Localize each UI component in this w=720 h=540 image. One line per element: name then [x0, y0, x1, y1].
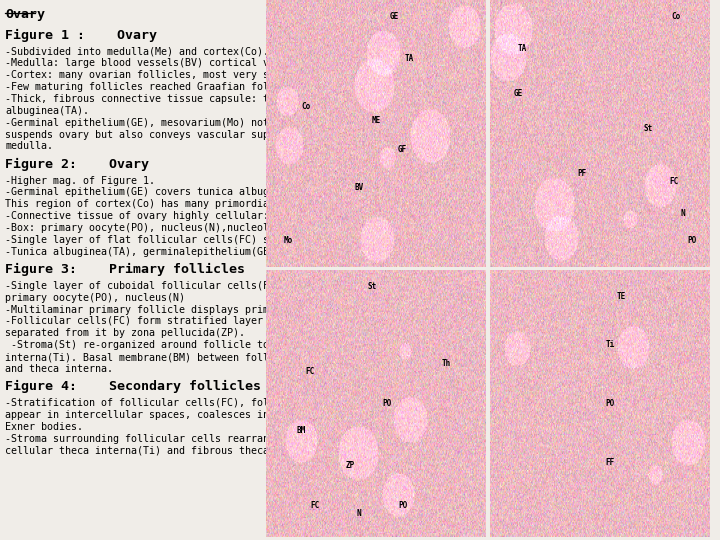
Text: -Stratification of follicular cells(FC), follicular fluid(FF): -Stratification of follicular cells(FC),… — [5, 398, 372, 408]
Text: Mo: Mo — [284, 236, 293, 245]
Text: Co: Co — [301, 103, 310, 111]
Text: PO: PO — [687, 236, 696, 245]
Text: -Few maturing follicles reached Graafian follicle(GF) stage.: -Few maturing follicles reached Graafian… — [5, 82, 365, 92]
Text: Figure 1 :    Ovary: Figure 1 : Ovary — [5, 29, 157, 42]
Text: Ovary: Ovary — [5, 8, 45, 21]
Text: TE: TE — [617, 292, 626, 301]
Text: -Germinal epithelium(GE) covers tunica albuginea(TA).: -Germinal epithelium(GE) covers tunica a… — [5, 187, 323, 198]
Text: Th: Th — [442, 359, 451, 368]
Text: -Germinal epithelium(GE), mesovarium(Mo) not only: -Germinal epithelium(GE), mesovarium(Mo)… — [5, 118, 300, 128]
Text: -Medulla: large blood vessels(BV) cortical vascular supply.: -Medulla: large blood vessels(BV) cortic… — [5, 58, 359, 69]
Text: ME: ME — [372, 116, 381, 125]
Text: Figure 4:    Secondary follicles: Figure 4: Secondary follicles — [5, 380, 261, 393]
Text: albuginea(TA).: albuginea(TA). — [5, 106, 89, 116]
Text: PO: PO — [382, 399, 392, 408]
Text: This region of cortex(Co) has many primordial follicles(PF).: This region of cortex(Co) has many primo… — [5, 199, 365, 210]
Text: PF: PF — [577, 169, 587, 178]
Text: ZP: ZP — [345, 461, 354, 470]
Text: -Tunica albuginea(TA), germinalepithelium(GE).: -Tunica albuginea(TA), germinalepitheliu… — [5, 247, 282, 257]
Text: N: N — [356, 509, 361, 518]
Text: -Follicular cells(FC) form stratified layer around oocyte,: -Follicular cells(FC) form stratified la… — [5, 316, 354, 327]
Text: medulla.: medulla. — [5, 141, 53, 152]
Text: GF: GF — [398, 145, 408, 154]
Text: -Thick, fibrous connective tissue capsule: tunica: -Thick, fibrous connective tissue capsul… — [5, 94, 300, 104]
Text: Exner bodies.: Exner bodies. — [5, 422, 84, 432]
Text: -Single layer of flat follicular cells(FC) surrounding oocyte.: -Single layer of flat follicular cells(F… — [5, 235, 377, 245]
Text: suspends ovary but also conveys vascular supply to: suspends ovary but also conveys vascular… — [5, 130, 305, 140]
Text: -Subdivided into medulla(Me) and cortex(Co).: -Subdivided into medulla(Me) and cortex(… — [5, 46, 269, 57]
Text: -Stroma surrounding follicular cells rearranged to form: -Stroma surrounding follicular cells rea… — [5, 434, 336, 444]
Text: -Cortex: many ovarian follicles, most very small (arrows).: -Cortex: many ovarian follicles, most ve… — [5, 70, 354, 80]
Text: FC: FC — [306, 367, 315, 376]
Text: GE: GE — [389, 11, 398, 21]
Text: BV: BV — [354, 183, 364, 192]
Text: GE: GE — [513, 89, 523, 98]
Text: FC: FC — [310, 501, 320, 510]
Text: TA: TA — [405, 55, 414, 63]
Text: BM: BM — [297, 426, 306, 435]
Text: -Box: primary oocyte(PO), nucleus(N),nucleolus (arrow).: -Box: primary oocyte(PO), nucleus(N),nuc… — [5, 223, 336, 233]
Text: TA: TA — [518, 44, 527, 52]
Text: -Connective tissue of ovary highly cellular: stroma(St).: -Connective tissue of ovary highly cellu… — [5, 211, 341, 221]
Text: Figure 2:    Ovary: Figure 2: Ovary — [5, 158, 149, 171]
Text: Figure 3:    Primary follicles: Figure 3: Primary follicles — [5, 263, 246, 276]
Text: separated from it by zona pellucida(ZP).: separated from it by zona pellucida(ZP). — [5, 328, 246, 339]
Text: Co: Co — [672, 11, 681, 21]
Text: interna(Ti). Basal membrane(BM) between follicular cells: interna(Ti). Basal membrane(BM) between … — [5, 352, 341, 362]
Text: and theca interna.: and theca interna. — [5, 364, 113, 374]
Text: Ti: Ti — [606, 340, 615, 349]
Text: -Stroma(St) re-organized around follicle to form theca: -Stroma(St) re-organized around follicle… — [5, 340, 336, 350]
Text: PO: PO — [606, 399, 615, 408]
Text: FIGURE 1: FIGURE 1 — [356, 286, 396, 295]
Text: -Higher mag. of Figure 1.: -Higher mag. of Figure 1. — [5, 176, 156, 186]
Text: -Multilaminar primary follicle displays primary oocyte(PO): -Multilaminar primary follicle displays … — [5, 305, 354, 315]
Text: FC: FC — [670, 177, 679, 186]
Text: St: St — [643, 124, 652, 133]
Text: St: St — [367, 281, 377, 291]
Text: -Single layer of cuboidal follicular cells(FC) surround small: -Single layer of cuboidal follicular cel… — [5, 281, 372, 291]
Text: FIGURE 2: FIGURE 2 — [580, 286, 619, 295]
Text: N: N — [680, 210, 685, 218]
Text: appear in intercellular spaces, coalesces into several Call-: appear in intercellular spaces, coalesce… — [5, 410, 365, 420]
Text: cellular theca interna(Ti) and fibrous theca externa(TE).: cellular theca interna(Ti) and fibrous t… — [5, 446, 347, 456]
Text: primary oocyte(PO), nucleus(N): primary oocyte(PO), nucleus(N) — [5, 293, 185, 303]
Text: PO: PO — [398, 501, 408, 510]
Text: FF: FF — [606, 458, 615, 467]
